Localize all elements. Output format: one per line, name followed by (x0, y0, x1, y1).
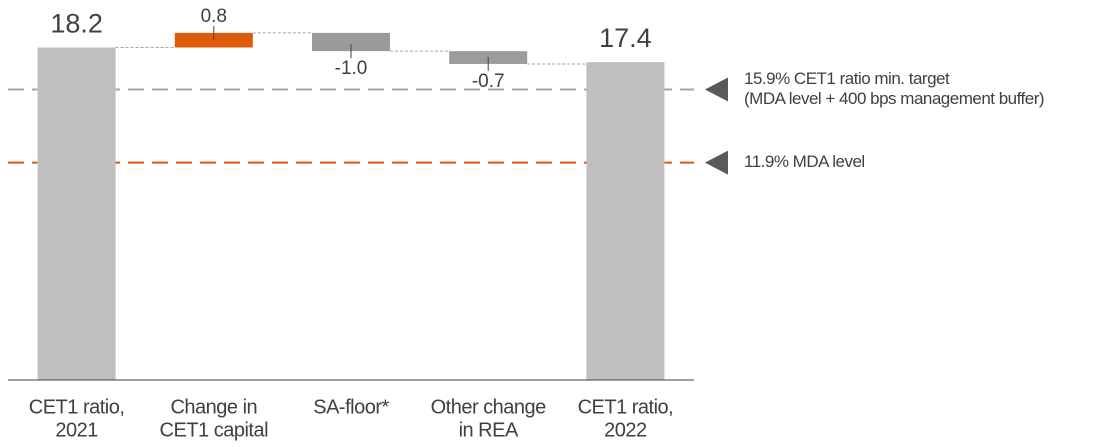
value-label: 0.8 (201, 6, 227, 27)
reference-label: 15.9% CET1 ratio min. target (744, 69, 950, 88)
x-tick-label: CET1 capital (160, 419, 269, 441)
value-label: 17.4 (599, 23, 652, 53)
bar (312, 32, 390, 52)
bar (586, 62, 665, 380)
value-label: 18.2 (50, 9, 103, 39)
x-tick-label: CET1 ratio, (578, 396, 674, 418)
x-tick-label: 2022 (604, 419, 647, 441)
x-tick-label: Other change (431, 396, 547, 418)
x-tick-label: in REA (459, 419, 519, 441)
x-tick-label: 2021 (55, 419, 98, 441)
pointer-triangle (705, 77, 728, 102)
value-label: -0.7 (472, 71, 505, 92)
x-tick-label: Change in (170, 396, 257, 418)
reference-label: 11.9% MDA level (744, 152, 865, 171)
x-tick-label: SA-floor* (313, 396, 389, 418)
value-label: -1.0 (335, 58, 368, 79)
reference-label: (MDA level + 400 bps management buffer) (744, 89, 1044, 108)
bar (174, 32, 253, 48)
x-tick-label: CET1 ratio, (29, 396, 125, 418)
pointer-triangle (705, 150, 728, 175)
bar (37, 47, 116, 380)
